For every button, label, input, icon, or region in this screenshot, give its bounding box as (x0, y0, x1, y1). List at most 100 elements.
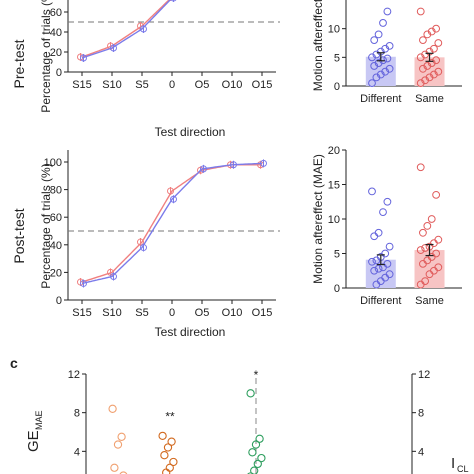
posttest-mae-subject-point (374, 228, 383, 237)
posttest-mae-subject-point (381, 249, 390, 258)
row-label-posttest: Post-test (11, 208, 27, 263)
panel-c-point-group-2 (253, 459, 262, 469)
pretest-mae-plot: 0 5 10 Different Same (328, 0, 462, 105)
panel-c-point-group-1 (169, 457, 178, 467)
panel-c-point-group-1 (163, 443, 173, 452)
posttest-mae-subject-point (416, 163, 425, 172)
posttest-x-tick-label: S10 (102, 307, 122, 319)
panel-c-right-tick-label: 4 (418, 446, 424, 458)
pretest-data-point (140, 25, 147, 33)
posttest-x-tick-label: 0 (169, 307, 175, 319)
posttest-data-point (140, 244, 147, 252)
posttest-mae-subject-point (374, 264, 383, 273)
panel-c-label: c (10, 355, 18, 371)
posttest-fit-curve-1 (81, 162, 262, 285)
posttest-data-point (170, 195, 177, 203)
posttest-mae-y-tick-label: 0 (334, 283, 340, 295)
pretest-mae-subject-point (368, 53, 376, 62)
pretest-y-tick-label: 40 (50, 27, 62, 39)
panel-c-point-group-2 (251, 440, 261, 449)
posttest-mae-plot: 0 5 10 15 20 Different Same (328, 145, 462, 307)
pretest-x-tick-label: 0 (169, 79, 175, 91)
pretest-mae-subject-point (383, 7, 392, 16)
posttest-mae-subject-point (432, 190, 441, 199)
posttest-mae-subject-point (423, 222, 432, 230)
panel-c-point-group-1 (160, 451, 169, 460)
panel-c-point-group-2 (257, 453, 266, 463)
posttest-mae-subject-point (383, 197, 392, 206)
posttest-mae-subject-point (368, 187, 376, 196)
posttest-mae-subject-point (419, 259, 427, 268)
panel-c-point-group-0 (110, 463, 119, 472)
pretest-psychometric-plot: 020406080S15S10S50O5O10O15 (50, 0, 280, 91)
pretest-xlabel: Test direction (155, 125, 226, 139)
pretest-mae-subject-point (419, 36, 427, 45)
panel-c-point-group-1 (158, 431, 167, 441)
posttest-mae-subject-point (427, 215, 436, 223)
pretest-mae-subject-point (419, 64, 427, 73)
posttest-y-tick-label: 0 (56, 295, 62, 307)
posttest-mae-subject-point (368, 257, 376, 266)
panel-c-right-tick-label: 12 (418, 369, 430, 381)
posttest-mae-subject-point (434, 235, 443, 244)
posttest-mae-y-tick-label: 20 (328, 145, 340, 157)
pretest-y-tick-label: 60 (50, 7, 62, 19)
row-label-pretest: Pre-test (11, 39, 27, 88)
posttest-mae-subject-point (425, 270, 434, 279)
pretest-mae-y-tick-label: 10 (328, 24, 340, 36)
panel-c-point-group-0 (117, 432, 126, 441)
pretest-mae-subject-point (416, 53, 425, 62)
ge-sub-label: MAE (34, 410, 44, 430)
posttest-mae-subject-point (370, 232, 379, 241)
pretest-mae-subject-point (370, 62, 379, 70)
panel-c-point-group-0 (113, 440, 123, 449)
pretest-mae-subject-point (372, 73, 381, 82)
posttest-y-tick-label: 40 (50, 240, 62, 252)
posttest-mae-subject-point (370, 266, 379, 275)
panel-c-plot: 4 48 812 12*** (68, 368, 430, 474)
posttest-mae-subject-point (372, 280, 381, 289)
posttest-fit-curve-0 (81, 164, 262, 283)
posttest-data-point (137, 238, 144, 246)
posttest-mae-y-tick-label: 15 (328, 180, 340, 192)
pretest-mae-subject-point (374, 30, 383, 39)
posttest-mae-subject-point (430, 239, 438, 248)
pretest-data-point (170, 0, 177, 2)
ic-sub-label: CL (457, 464, 469, 474)
panel-c-point-group-0 (119, 471, 128, 474)
pretest-mae-subject-point (379, 19, 387, 27)
pretest-ylabel: Percentage of trials (%) (39, 0, 53, 113)
posttest-mae-subject-point (416, 246, 425, 254)
posttest-y-tick-label: 100 (44, 157, 62, 169)
panel-c-point-group-2 (248, 448, 257, 457)
posttest-y-tick-label: 20 (50, 267, 62, 279)
posttest-ylabel: Percentage of trials (%) (39, 163, 53, 288)
posttest-psychometric-plot: 0 20 40 60 80 100 S15 S10 S5 0 O5 O10 O15 (44, 150, 280, 319)
pretest-mae-subject-point (423, 30, 432, 39)
posttest-mae-subject-point (416, 280, 425, 289)
ic-label: I (451, 455, 455, 472)
pretest-y-tick-label: 20 (50, 47, 62, 59)
pretest-x-tick-label: S15 (72, 79, 92, 91)
posttest-data-point (80, 279, 87, 287)
posttest-mae-subject-point (419, 228, 427, 237)
panel-c-point-group-1 (162, 468, 171, 474)
panel-c-point-group-2 (250, 466, 259, 474)
posttest-mae-subject-point (379, 208, 387, 217)
posttest-x-tick-label: O5 (195, 307, 210, 319)
posttest-mae-subject-point (385, 242, 394, 251)
pretest-data-point (110, 44, 117, 52)
posttest-data-point (200, 165, 207, 173)
panel-c-point-group-1 (165, 463, 174, 472)
pretest-mae-x-tick-label: Same (415, 93, 444, 105)
pretest-fit-curve-0 (81, 0, 170, 58)
posttest-mae-x-tick-label: Same (415, 295, 444, 307)
posttest-mae-y-tick-label: 10 (328, 214, 340, 226)
panel-c-left-ylabel: GE MAE (25, 410, 44, 452)
posttest-x-tick-label: O15 (252, 307, 273, 319)
posttest-y-tick-label: 80 (50, 185, 62, 197)
pretest-x-tick-label: O5 (195, 79, 210, 91)
pretest-mae-x-tick-label: Different (360, 93, 401, 105)
pretest-data-point (80, 54, 87, 62)
posttest-x-tick-label: S15 (72, 307, 92, 319)
